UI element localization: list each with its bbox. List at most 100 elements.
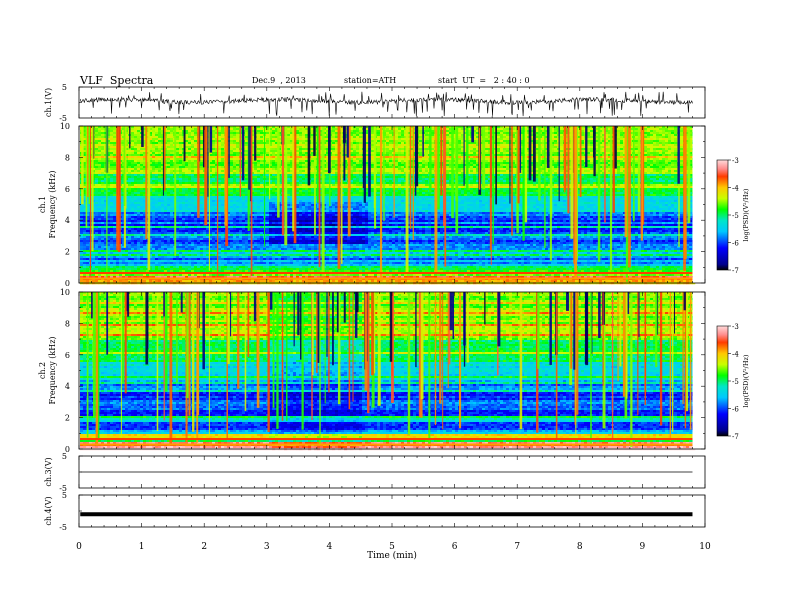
ch1-spectrogram-cell [191,264,195,267]
ch1-spectrogram-cell [224,258,228,261]
ch1-spectrogram-cell [170,144,174,147]
ch1-spectrogram-cell [218,174,222,177]
ch1-spectrogram-cell [182,246,186,249]
ch1-spectrogram-cell [245,240,249,243]
ch1-spectrogram-cell [206,254,210,257]
ch1-spectrogram-cell [83,230,87,233]
ch1-spectrogram-cell [239,198,243,201]
ch1-spectrogram-cell [158,130,162,133]
ch1-spectrogram-cell [170,198,174,201]
ch1-spectrogram-cell [191,134,195,137]
ch1-spectrogram-cell [128,222,132,225]
ch1-spectrogram-cell [131,232,135,235]
ch1-spectrogram-cell [188,164,192,167]
ch1-spectrogram-cell [167,180,171,183]
ch1-spectrogram-cell [260,250,264,253]
ch1-spectrogram-cell [200,236,204,239]
ch1-spectrogram-cell [143,256,147,259]
ch1-spectrogram-cell [200,134,204,137]
ch1-spectrogram-cell [140,178,144,181]
ch1-spectrogram-cell [101,224,105,227]
ch1-spectrogram-cell [134,130,138,133]
ch1-spectrogram-cell [194,262,198,265]
ch1-spectrogram-cell [260,240,264,243]
ch1-spectrogram-cell [101,252,105,255]
ch1-spectrogram-cell [200,136,204,139]
ch1-spectrogram-cell [80,216,84,219]
ch1-spectrogram-cell [107,274,111,277]
ch1-spectrogram-cell [83,222,87,225]
ch1-spectrogram-cell [200,172,204,175]
ch1-spectrogram-cell [236,132,240,135]
ch1-spectrogram-cell [218,192,222,195]
ch1-spectrogram-cell [80,228,84,231]
ch1-spectrogram-cell [104,250,108,253]
ch1-spectrogram-cell [134,138,138,141]
ch1-spectrogram-cell [182,162,186,165]
ch1-spectrogram-cell [164,210,168,213]
ch1-spectrogram-cell [188,134,192,137]
ch1-spectrogram-cell [170,170,174,173]
ch1-spectrogram-cell [152,196,156,199]
ch1-spectrogram-cell [98,156,102,159]
ch1-spectrogram-cell [176,180,180,183]
ch1-spectrogram-cell [206,266,210,269]
ch1-spectrogram-cell [158,192,162,195]
ch1-spectrogram-cell [242,268,246,271]
ch1-spectrogram-cell [176,196,180,199]
ch1-spectrogram-cell [176,202,180,205]
ch1-spectrogram-cell [197,222,201,225]
ch1-spectrogram-cell [230,188,234,191]
ch1-spectrogram-cell [98,212,102,215]
ch1-spectrogram-cell [134,178,138,181]
ch1-spectrogram-cell [158,176,162,179]
ch1-spectrogram-cell [221,208,225,211]
ch1-spectrogram-cell [83,196,87,199]
ch1-spectrogram-cell [116,276,120,279]
ch1-spectrogram-cell [98,264,102,267]
ch1-spectrogram-cell [221,182,225,185]
ch1-spectrogram-cell [233,258,237,261]
ch1-spectrogram-cell [212,244,216,247]
ch1-spectrogram-cell [260,154,264,157]
ch1-spectrogram-cell [140,236,144,239]
ch1-spectrogram-cell [233,198,237,201]
ch1-spectrogram-cell [98,166,102,169]
ch1-spectrogram-cell [107,156,111,159]
ch1-spectrogram-cell [167,266,171,269]
ch1-spectrogram-cell [110,280,114,283]
ch1-spectrogram-cell [260,142,264,145]
ch1-spectrogram-cell [194,184,198,187]
ch1-spectrogram-cell [92,180,96,183]
ch1-spectrogram-cell [197,268,201,271]
ch1-spectrogram-cell [197,238,201,241]
ch1-spectrogram-cell [110,226,114,229]
ch1-spectrogram-cell [95,136,99,139]
ch1-spectrogram-cell [245,264,249,267]
ch1-spectrogram-cell [140,198,144,201]
ch1-spectrogram-cell [257,194,261,197]
ch1-spectrogram-cell [194,138,198,141]
ch1-spectrogram-cell [149,280,153,283]
ch1-spectrogram-cell [98,252,102,255]
ch1-spectrogram-cell [188,176,192,179]
ch1-spectrogram-cell [134,248,138,251]
ch1-spectrogram-cell [218,170,222,173]
ch1-spectrogram-cell [134,204,138,207]
ch1-spectrogram-cell [107,192,111,195]
ch1-spectrogram-cell [104,258,108,261]
ch1-spectrogram-cell [179,194,183,197]
ch1-spectrogram-cell [104,204,108,207]
ch1-spectrogram-cell [185,182,189,185]
ch1-spectrogram-cell [107,210,111,213]
ch1-spectrogram-cell [236,138,240,141]
ch1-spectrogram-cell [182,204,186,207]
ch1-spectrogram-cell [203,274,207,277]
ch1-spectrogram-cell [260,182,264,185]
ch1-spectrogram-cell [164,274,168,277]
ch1-spectrogram-cell [218,140,222,143]
ch1-spectrogram-cell [182,268,186,271]
ch1-spectrogram-cell [236,218,240,221]
ch1-spectrogram-cell [230,200,234,203]
ch1-spectrogram-cell [119,264,123,267]
